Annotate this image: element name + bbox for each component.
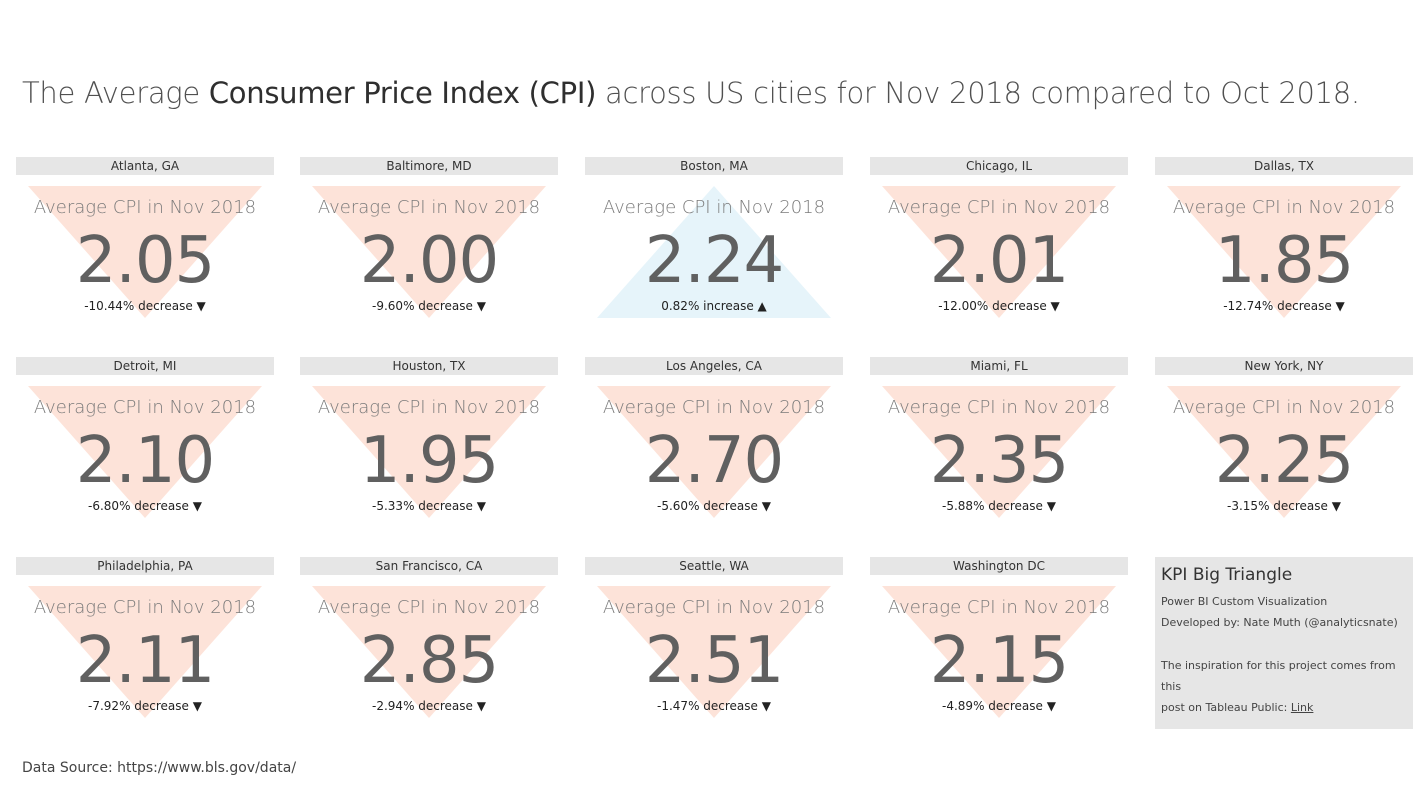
- kpi-card: New York, NY Average CPI in Nov 2018 2.25-…: [1155, 357, 1413, 533]
- tableau-link[interactable]: Link: [1290, 701, 1314, 714]
- kpi-value: 2.70: [644, 424, 785, 498]
- kpi-value: 2.25: [1214, 424, 1355, 498]
- kpi-city-header: Miami, FL: [870, 357, 1128, 375]
- kpi-value: 2.24: [644, 224, 785, 298]
- kpi-change: -4.89% decrease ▼: [942, 699, 1056, 713]
- kpi-card: Boston, MA Average CPI in Nov 2018 2.24 0.8…: [585, 157, 843, 333]
- kpi-card: Chicago, IL Average CPI in Nov 2018 2.01 -1…: [870, 157, 1128, 333]
- kpi-card: Seattle, WA Average CPI in Nov 2018 2.51 -1…: [585, 557, 843, 733]
- kpi-label: Average CPI in Nov 2018: [887, 597, 1111, 618]
- kpi-card: Atlanta, GA Average CPI in Nov 2018 2.05 -1…: [16, 157, 274, 333]
- kpi-change: -9.60% decrease ▼: [372, 299, 486, 313]
- kpi-change: -3.15% decrease ▼: [1227, 499, 1341, 513]
- kpi-city-header: Detroit, MI: [16, 357, 274, 375]
- info-panel: KPI Big Triangle Power BI Custom Visuali…: [1155, 557, 1413, 729]
- title-suffix: across US cities for Nov 2018 compared t…: [596, 76, 1360, 110]
- kpi-label: Average CPI in Nov 2018: [602, 597, 826, 618]
- info-line-4: post on Tableau Public: Link: [1161, 697, 1407, 718]
- kpi-card: Philadelphia, PA Average CPI in Nov 2018 2…: [16, 557, 274, 733]
- kpi-label: Average CPI in Nov 2018: [887, 197, 1111, 218]
- kpi-value: 2.01: [929, 224, 1070, 298]
- kpi-label: Average CPI in Nov 2018: [317, 397, 541, 418]
- kpi-card: Los Angeles, CA Average CPI in Nov 2018 2.…: [585, 357, 843, 533]
- kpi-value: 2.11: [75, 624, 216, 698]
- kpi-label: Average CPI in Nov 2018: [1172, 397, 1396, 418]
- kpi-change: -12.74% decrease ▼: [1223, 299, 1345, 313]
- kpi-value: 2.85: [359, 624, 500, 698]
- kpi-city-header: Atlanta, GA: [16, 157, 274, 175]
- kpi-card: Baltimore, MD Average CPI in Nov 2018 2.00…: [300, 157, 558, 333]
- info-line-2: Developed by: Nate Muth (@analyticsnate): [1161, 616, 1398, 629]
- info-line-1: Power BI Custom Visualization: [1161, 595, 1328, 608]
- kpi-label: Average CPI in Nov 2018: [887, 397, 1111, 418]
- kpi-change: -12.00% decrease ▼: [938, 299, 1060, 313]
- kpi-change: -5.88% decrease ▼: [942, 499, 1056, 513]
- kpi-change: -10.44% decrease ▼: [84, 299, 206, 313]
- kpi-city-header: Washington DC: [870, 557, 1128, 575]
- kpi-card: Dallas, TX Average CPI in Nov 2018 1.85 -12…: [1155, 157, 1413, 333]
- title-prefix: The Average: [22, 76, 209, 110]
- kpi-change: -5.60% decrease ▼: [657, 499, 771, 513]
- kpi-card: San Francisco, CA Average CPI in Nov 2018…: [300, 557, 558, 733]
- kpi-value: 2.10: [75, 424, 216, 498]
- kpi-change: 0.82% increase ▲: [661, 299, 767, 313]
- kpi-value: 2.15: [929, 624, 1070, 698]
- kpi-label: Average CPI in Nov 2018: [317, 597, 541, 618]
- title-bold: Consumer Price Index (CPI): [208, 76, 597, 110]
- kpi-city-header: Boston, MA: [585, 157, 843, 175]
- kpi-card: Houston, TX Average CPI in Nov 2018 1.95 -5…: [300, 357, 558, 533]
- kpi-label: Average CPI in Nov 2018: [33, 397, 257, 418]
- kpi-card: Miami, FL Average CPI in Nov 2018 2.35 -5.8…: [870, 357, 1128, 533]
- kpi-label: Average CPI in Nov 2018: [602, 197, 826, 218]
- kpi-city-header: Los Angeles, CA: [585, 357, 843, 375]
- kpi-city-header: Houston, TX: [300, 357, 558, 375]
- kpi-value: 1.95: [359, 424, 500, 498]
- kpi-card: Washington DC Average CPI in Nov 2018 2.15…: [870, 557, 1128, 733]
- kpi-city-header: Seattle, WA: [585, 557, 843, 575]
- kpi-city-header: Dallas, TX: [1155, 157, 1413, 175]
- kpi-city-header: Chicago, IL: [870, 157, 1128, 175]
- kpi-change: -1.47% decrease ▼: [657, 699, 771, 713]
- kpi-change: -2.94% decrease ▼: [372, 699, 486, 713]
- kpi-change: -7.92% decrease ▼: [88, 699, 202, 713]
- kpi-city-header: Philadelphia, PA: [16, 557, 274, 575]
- kpi-value: 2.05: [75, 224, 216, 298]
- kpi-label: Average CPI in Nov 2018: [317, 197, 541, 218]
- info-line-3: The inspiration for this project comes f…: [1161, 659, 1396, 693]
- kpi-city-header: New York, NY: [1155, 357, 1413, 375]
- kpi-label: Average CPI in Nov 2018: [33, 597, 257, 618]
- kpi-label: Average CPI in Nov 2018: [1172, 197, 1396, 218]
- kpi-change: -5.33% decrease ▼: [372, 499, 486, 513]
- kpi-city-header: San Francisco, CA: [300, 557, 558, 575]
- kpi-label: Average CPI in Nov 2018: [602, 397, 826, 418]
- kpi-label: Average CPI in Nov 2018: [33, 197, 257, 218]
- kpi-card: Detroit, MI Average CPI in Nov 2018 2.10 -6…: [16, 357, 274, 533]
- info-title: KPI Big Triangle: [1161, 565, 1293, 585]
- info-line-4-prefix: post on Tableau Public:: [1161, 701, 1291, 714]
- kpi-change: -6.80% decrease ▼: [88, 499, 202, 513]
- kpi-city-header: Baltimore, MD: [300, 157, 558, 175]
- kpi-value: 2.51: [644, 624, 785, 698]
- page-title: The Average Consumer Price Index (CPI) a…: [22, 76, 1360, 110]
- kpi-value: 2.35: [929, 424, 1070, 498]
- kpi-value: 1.85: [1214, 224, 1355, 298]
- kpi-value: 2.00: [359, 224, 500, 298]
- data-source-footer: Data Source: https://www.bls.gov/data/: [22, 760, 297, 776]
